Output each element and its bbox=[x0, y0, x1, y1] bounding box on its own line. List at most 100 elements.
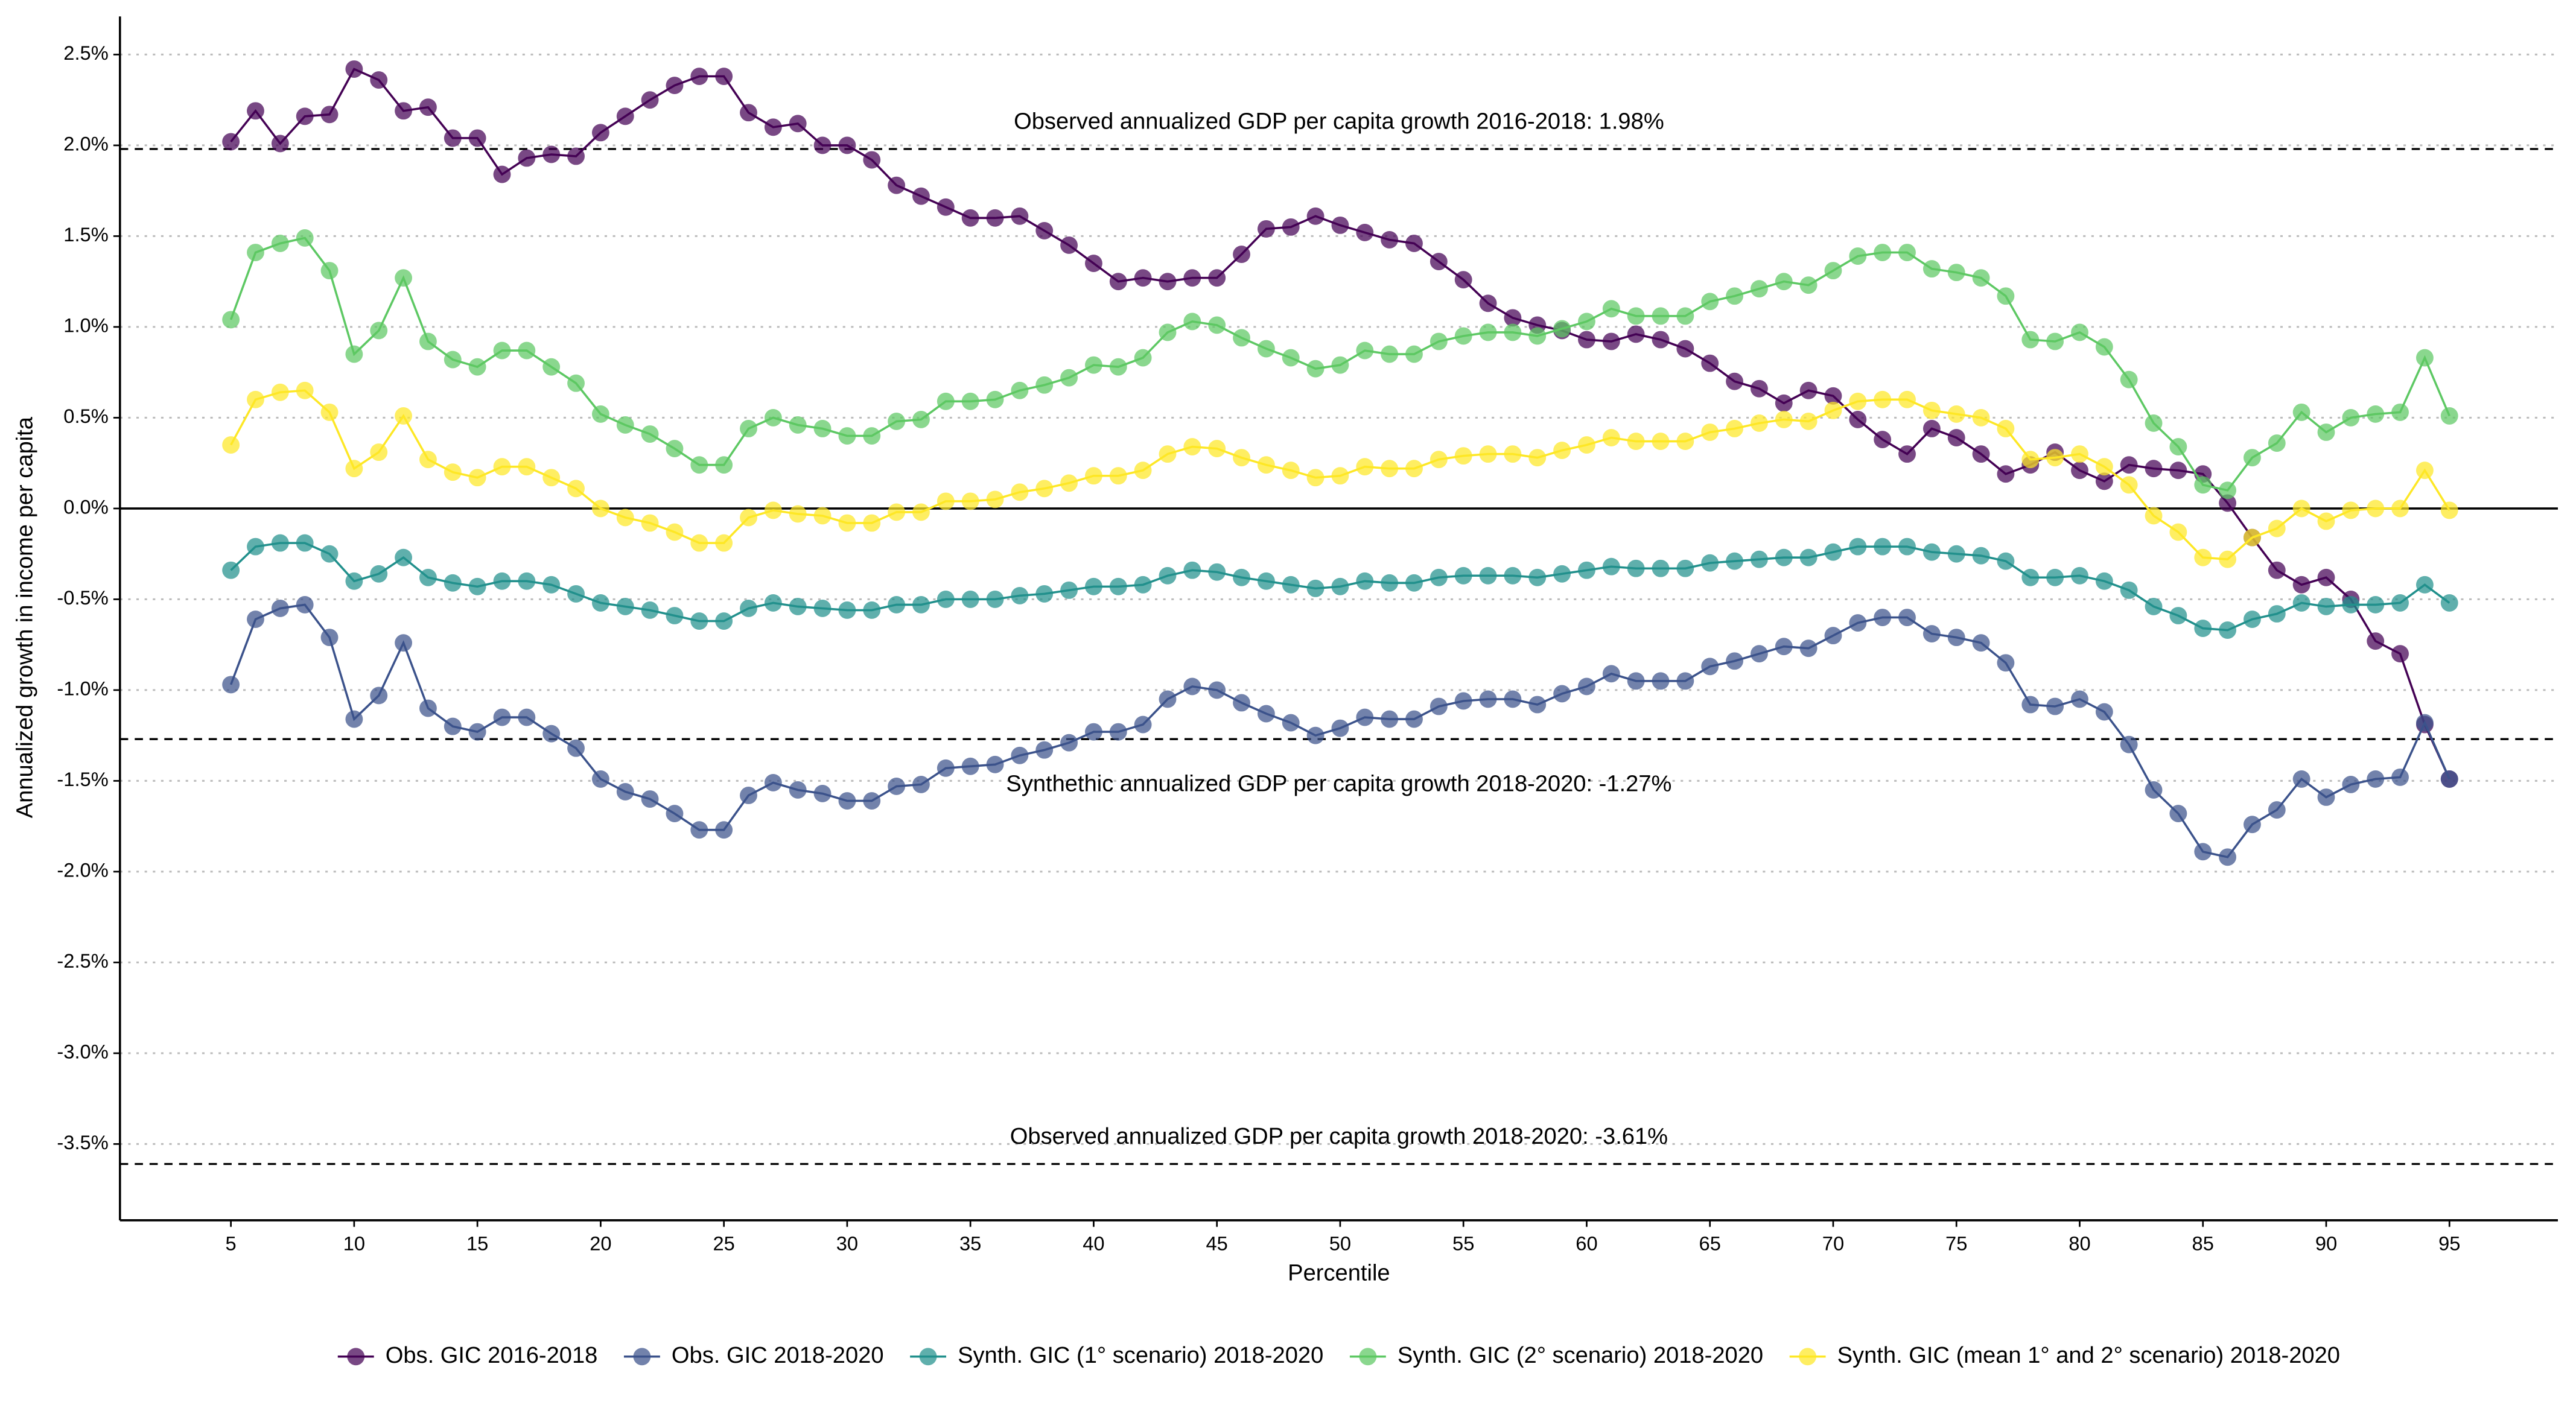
data-point bbox=[1874, 244, 1892, 261]
data-point bbox=[1898, 538, 1916, 556]
data-point bbox=[1109, 273, 1127, 291]
data-point bbox=[2268, 801, 2286, 819]
data-point bbox=[1084, 255, 1102, 273]
data-point bbox=[740, 104, 757, 122]
data-point bbox=[1282, 461, 1300, 480]
y-tick-label: -1.0% bbox=[57, 677, 108, 700]
data-point bbox=[1430, 697, 1448, 715]
x-tick-label: 80 bbox=[2069, 1232, 2090, 1254]
data-point bbox=[2244, 449, 2261, 467]
data-point bbox=[912, 776, 930, 793]
data-point bbox=[740, 509, 757, 527]
data-point bbox=[1652, 559, 1670, 577]
data-point bbox=[813, 600, 832, 617]
series-line bbox=[230, 68, 2450, 780]
data-point bbox=[1060, 581, 1078, 599]
data-point bbox=[591, 499, 609, 518]
data-point bbox=[1947, 264, 1965, 282]
data-point bbox=[1627, 559, 1645, 577]
data-point bbox=[1109, 467, 1127, 485]
data-point bbox=[222, 676, 240, 694]
data-point bbox=[2194, 620, 2212, 638]
data-point bbox=[2367, 632, 2385, 650]
data-point bbox=[789, 598, 807, 615]
data-point bbox=[468, 723, 486, 741]
data-point bbox=[493, 341, 511, 360]
y-tick-label: -2.5% bbox=[57, 950, 108, 972]
data-point bbox=[2268, 561, 2286, 579]
data-point bbox=[567, 585, 585, 603]
data-point bbox=[2219, 550, 2237, 568]
data-point bbox=[2391, 499, 2409, 518]
data-point bbox=[1799, 548, 1818, 566]
data-point bbox=[1257, 340, 1275, 358]
y-tick-label: -0.5% bbox=[57, 586, 108, 609]
data-point bbox=[1726, 420, 1743, 437]
data-point bbox=[1799, 276, 1818, 294]
data-point bbox=[247, 244, 264, 261]
data-point bbox=[666, 607, 684, 624]
data-point bbox=[912, 411, 930, 428]
data-point bbox=[1627, 672, 1645, 690]
data-point bbox=[740, 600, 757, 617]
data-point bbox=[2120, 456, 2138, 474]
data-point bbox=[764, 118, 782, 136]
data-point bbox=[2021, 696, 2040, 714]
data-point bbox=[468, 469, 486, 487]
data-point bbox=[1159, 323, 1177, 341]
data-point bbox=[1060, 369, 1078, 387]
data-point bbox=[2120, 370, 2138, 388]
data-point bbox=[690, 456, 708, 474]
data-point bbox=[1306, 207, 1325, 225]
data-point bbox=[641, 790, 659, 808]
data-point bbox=[863, 151, 881, 169]
data-point bbox=[320, 403, 339, 421]
data-point bbox=[1701, 554, 1719, 572]
data-point bbox=[912, 596, 930, 614]
data-point bbox=[518, 572, 536, 590]
data-point bbox=[2219, 494, 2237, 512]
data-point bbox=[1405, 710, 1423, 728]
data-point bbox=[419, 451, 437, 469]
data-point bbox=[616, 416, 634, 434]
data-point bbox=[2244, 528, 2261, 547]
data-point bbox=[2145, 781, 2163, 799]
data-point bbox=[468, 129, 486, 147]
data-point bbox=[1134, 715, 1152, 734]
axes-layer: -3.5% -3.0% -2.5% -2.0% -1.5% -1.0% -0.5% 0.0% 0… bbox=[57, 16, 2558, 1254]
data-point bbox=[1454, 447, 1472, 465]
data-point bbox=[1972, 547, 1990, 565]
data-point bbox=[2367, 499, 2385, 518]
data-point bbox=[1134, 461, 1152, 480]
data-point bbox=[518, 149, 536, 167]
data-point bbox=[1356, 223, 1374, 241]
data-point bbox=[1898, 244, 1916, 261]
data-point bbox=[345, 710, 363, 728]
data-point bbox=[2046, 697, 2064, 715]
data-point bbox=[2440, 770, 2458, 788]
data-point bbox=[419, 568, 437, 586]
data-point bbox=[2194, 548, 2212, 566]
data-point bbox=[666, 523, 684, 541]
data-point bbox=[1972, 445, 1990, 463]
data-point bbox=[740, 420, 757, 437]
data-point bbox=[1997, 552, 2015, 570]
data-point bbox=[961, 209, 979, 227]
data-point bbox=[2021, 331, 2040, 349]
data-point bbox=[1775, 273, 1793, 291]
data-point bbox=[296, 107, 314, 125]
data-point bbox=[1997, 654, 2015, 672]
data-point bbox=[986, 590, 1004, 608]
data-point bbox=[1381, 574, 1399, 592]
data-point bbox=[542, 469, 561, 487]
data-point bbox=[591, 124, 609, 142]
data-point bbox=[1824, 262, 1842, 280]
data-point bbox=[1430, 332, 1448, 350]
data-point bbox=[1405, 235, 1423, 252]
x-tick-label: 85 bbox=[2192, 1232, 2214, 1254]
data-point bbox=[1011, 746, 1029, 764]
legend-item: Obs. GIC 2016-2018 bbox=[337, 1343, 597, 1368]
data-point bbox=[1947, 545, 1965, 563]
data-point bbox=[271, 383, 289, 401]
x-tick-label: 90 bbox=[2315, 1232, 2337, 1254]
